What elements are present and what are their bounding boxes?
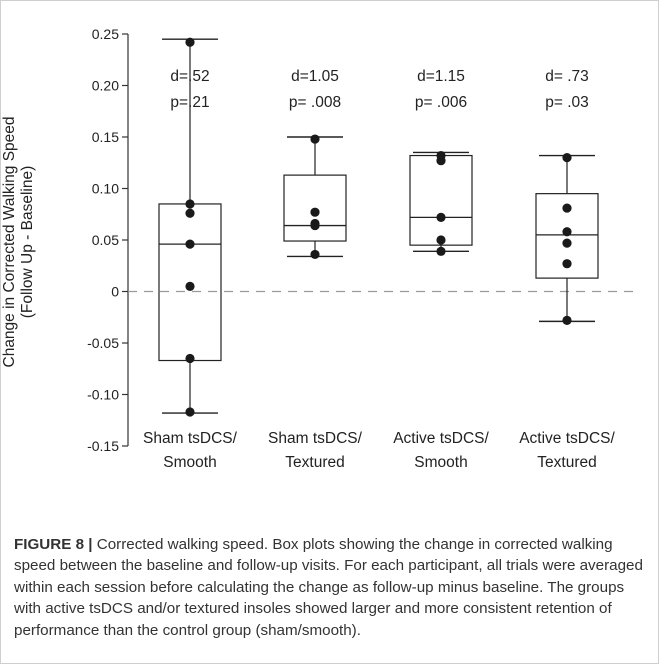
data-point [185,281,195,291]
y-tick-label: -0.05 [87,335,119,351]
x-category-label: Smooth [163,454,216,471]
box-group [409,150,473,256]
box-iqr [283,174,347,242]
data-point [436,246,446,256]
data-point [185,208,195,218]
x-category-label: Sham tsDCS/ [268,430,363,447]
y-tick-label: 0.10 [92,181,119,197]
y-tick-label: 0.20 [92,78,119,94]
y-tick-label: -0.10 [87,387,119,403]
data-point [562,238,572,248]
data-point [562,227,572,237]
y-tick-label: 0 [111,284,119,300]
y-axis: 0.25 0.20 0.15 0.10 0.05 0 -0.05 -0.10 -0.15 [87,26,129,454]
box-plot-chart: Change in Corrected Walking Speed (Follo… [1,26,640,471]
box-group [283,134,347,260]
data-point [436,212,446,222]
data-point [310,207,320,217]
effect-size-label: d=1.15 [417,68,465,85]
data-point [562,153,572,163]
effect-size-label: d=.52 [170,68,209,85]
x-category-label: Active tsDCS/ [519,430,615,447]
box-iqr [535,193,599,279]
x-category-label: Active tsDCS/ [393,430,489,447]
effect-size-label: d=1.05 [291,68,339,85]
y-axis-title-group: Change in Corrected Walking Speed (Follo… [1,116,36,367]
data-point [562,315,572,325]
data-point [185,37,195,47]
data-point [562,203,572,213]
p-value-label: p= .008 [289,94,341,111]
effect-size-label: d= .73 [545,68,589,85]
x-category-label: Textured [285,454,344,471]
y-tick-label: -0.15 [87,438,119,454]
x-category-label: Sham tsDCS/ [143,430,238,447]
p-value-label: p= .006 [415,94,467,111]
data-point [436,156,446,166]
data-point [185,239,195,249]
boxes-layer [158,37,599,417]
p-value-label: p=.21 [170,94,209,111]
data-point [185,199,195,209]
y-tick-label: 0.05 [92,232,119,248]
data-point [310,220,320,231]
labels-layer: d=.52 p=.21 Sham tsDCS/Smooth d=1.05 p= .008… [143,68,615,471]
data-point [185,407,195,417]
y-tick-label: 0.25 [92,26,119,42]
box-group [535,153,599,325]
x-category-label: Smooth [414,454,467,471]
figure-caption: FIGURE 8 | Corrected walking speed. Box … [14,534,644,641]
y-tick-label: 0.15 [92,129,119,145]
x-category-label: Textured [537,454,596,471]
p-value-label: p= .03 [545,94,589,111]
box-iqr [409,154,473,246]
figure-caption-text: Corrected walking speed. Box plots showi… [14,536,643,639]
y-axis-subtitle: (Follow Up - Baseline) [19,166,36,318]
data-point [310,134,320,144]
data-point [310,249,320,260]
y-axis-title: Change in Corrected Walking Speed [1,116,18,367]
figure-label: FIGURE 8 | [14,536,93,553]
data-point [436,235,446,245]
data-point [562,259,572,269]
box-group [158,37,222,417]
data-point [185,353,195,364]
